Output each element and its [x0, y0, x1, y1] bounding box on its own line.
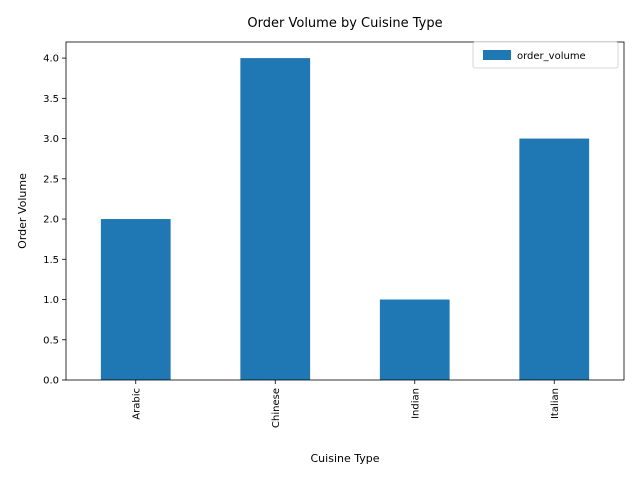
plot-area — [100, 58, 590, 380]
x-axis: Arabic Chinese Indian Italian — [131, 380, 561, 428]
y-tick-label: 2.5 — [43, 174, 59, 185]
y-tick-label: 4.0 — [43, 54, 59, 65]
y-tick-label: 3.0 — [43, 134, 59, 145]
legend: order_volume — [472, 41, 619, 69]
bar-chinese — [240, 58, 311, 380]
y-tick-label: 1.0 — [43, 295, 59, 306]
bar-indian — [379, 299, 450, 380]
x-tick-label-chinese: Chinese — [271, 388, 282, 428]
bar-arabic — [100, 219, 171, 380]
bar-italian — [519, 138, 590, 380]
legend-swatch — [483, 50, 511, 60]
y-axis: 0.0 0.5 1.0 1.5 2.0 2.5 3.0 3.5 4.0 — [43, 54, 66, 387]
chart-title: Order Volume by Cuisine Type — [247, 16, 442, 31]
legend-label: order_volume — [517, 51, 586, 62]
x-tick-label-italian: Italian — [550, 388, 561, 419]
y-tick-label: 0.0 — [43, 376, 59, 387]
y-tick-label: 1.5 — [43, 255, 59, 266]
plot-frame — [65, 41, 625, 381]
y-tick-label: 0.5 — [43, 335, 59, 346]
y-axis-label: Order Volume — [16, 173, 29, 249]
x-tick-label-indian: Indian — [410, 388, 421, 419]
x-axis-label: Cuisine Type — [311, 452, 380, 465]
y-tick-label: 2.0 — [43, 215, 59, 226]
x-tick-label-arabic: Arabic — [131, 388, 142, 420]
legend-box — [472, 41, 619, 69]
y-tick-label: 3.5 — [43, 94, 59, 105]
